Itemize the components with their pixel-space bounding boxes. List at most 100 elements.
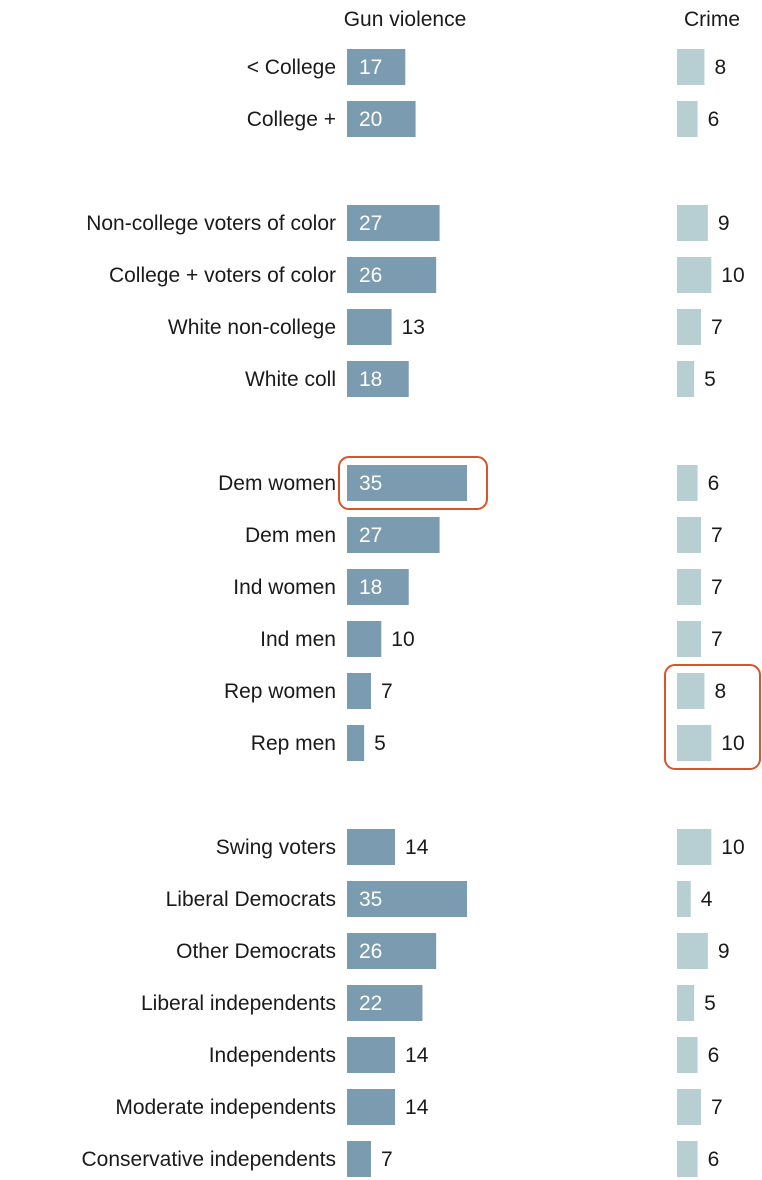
gun-violence-value-swing-voters: 14 <box>405 836 429 859</box>
crime-bar-college <box>677 49 705 85</box>
row-label-other-democrats: Other Democrats <box>176 940 336 963</box>
gun-violence-bar-liberal-independents <box>347 985 423 1021</box>
crime-bar-dem-women <box>677 465 698 501</box>
gun-violence-value-ind-women: 18 <box>359 576 382 599</box>
crime-value-non-college-voters-of-color: 9 <box>718 212 730 235</box>
crime-value-ind-women: 7 <box>711 576 723 599</box>
crime-bar-moderate-independents <box>677 1089 702 1125</box>
gun-violence-value-college: 20 <box>359 108 382 131</box>
crime-bar-ind-men <box>677 621 702 657</box>
crime-value-college-voters-of-color: 10 <box>721 264 744 287</box>
column-header-gun-violence: Gun violence <box>344 8 467 31</box>
row-label-college: < College <box>247 56 336 79</box>
crime-bar-college <box>677 101 698 137</box>
row-label-conservative-independents: Conservative independents <box>81 1148 336 1171</box>
crime-value-college: 6 <box>708 108 720 131</box>
row-label-rep-women: Rep women <box>224 680 336 703</box>
row-label-independents: Independents <box>209 1044 336 1067</box>
highlight-box-crime-rep-women-rep-men <box>664 664 761 770</box>
row-label-moderate-independents: Moderate independents <box>115 1096 336 1119</box>
row-label-white-non-college: White non-college <box>168 316 336 339</box>
crime-bar-rep-men <box>677 725 712 761</box>
gun-violence-bar-ind-women <box>347 569 409 605</box>
gun-violence-bar-moderate-independents <box>347 1089 396 1125</box>
gun-violence-value-dem-men: 27 <box>359 524 382 547</box>
crime-value-ind-men: 7 <box>711 628 723 651</box>
crime-bar-college-voters-of-color <box>677 257 712 293</box>
row-label-ind-men: Ind men <box>260 628 336 651</box>
row-label-rep-men: Rep men <box>251 732 336 755</box>
crime-value-dem-men: 7 <box>711 524 723 547</box>
crime-bar-non-college-voters-of-color <box>677 205 708 241</box>
row-label-liberal-independents: Liberal independents <box>141 992 336 1015</box>
gun-violence-bar-white-non-college <box>347 309 392 345</box>
row-label-college-voters-of-color: College + voters of color <box>109 264 336 287</box>
crime-value-college: 8 <box>714 56 726 79</box>
gun-violence-bar-swing-voters <box>347 829 396 865</box>
gun-violence-bar-college <box>347 101 416 137</box>
crime-bar-conservative-independents <box>677 1141 698 1177</box>
gun-violence-bar-white-coll <box>347 361 409 397</box>
crime-value-liberal-democrats: 4 <box>701 888 713 911</box>
row-label-ind-women: Ind women <box>233 576 336 599</box>
crime-bar-rep-women <box>677 673 705 709</box>
column-header-crime: Crime <box>684 8 740 31</box>
row-label-college: College + <box>247 108 336 131</box>
gun-violence-bar-independents <box>347 1037 396 1073</box>
chart-rows: < College 17 8 College + 20 6 Non-college vote… <box>81 49 745 1177</box>
crime-value-white-non-college: 7 <box>711 316 723 339</box>
row-label-liberal-democrats: Liberal Democrats <box>166 888 336 911</box>
gun-violence-value-rep-men: 5 <box>374 732 386 755</box>
crime-value-swing-voters: 10 <box>721 836 744 859</box>
crime-bar-liberal-democrats <box>677 881 691 917</box>
gun-violence-value-independents: 14 <box>405 1044 429 1067</box>
gun-violence-bar-college-voters-of-color <box>347 257 437 293</box>
gun-violence-bar-ind-men <box>347 621 382 657</box>
gun-violence-value-conservative-independents: 7 <box>381 1148 393 1171</box>
gun-violence-bar-rep-women <box>347 673 372 709</box>
crime-value-independents: 6 <box>708 1044 720 1067</box>
row-label-dem-men: Dem men <box>245 524 336 547</box>
highlight-boxes <box>338 456 761 770</box>
crime-value-rep-women: 8 <box>714 680 726 703</box>
row-label-dem-women: Dem women <box>218 472 336 495</box>
crime-bar-dem-men <box>677 517 702 553</box>
gun-violence-bar-conservative-independents <box>347 1141 372 1177</box>
row-label-white-coll: White coll <box>245 368 336 391</box>
gun-violence-value-liberal-independents: 22 <box>359 992 382 1015</box>
gun-violence-value-college: 17 <box>359 56 382 79</box>
gun-violence-bar-college <box>347 49 406 85</box>
crime-value-dem-women: 6 <box>708 472 720 495</box>
gun-violence-bar-dem-men <box>347 517 440 553</box>
crime-bar-ind-women <box>677 569 702 605</box>
highlight-box-gun-violence-dem-women <box>338 456 488 510</box>
gun-violence-value-moderate-independents: 14 <box>405 1096 429 1119</box>
gun-violence-bar-rep-men <box>347 725 365 761</box>
crime-bar-liberal-independents <box>677 985 695 1021</box>
gun-violence-bar-other-democrats <box>347 933 437 969</box>
gun-violence-value-white-non-college: 13 <box>402 316 425 339</box>
crime-bar-white-coll <box>677 361 695 397</box>
crime-value-moderate-independents: 7 <box>711 1096 723 1119</box>
gun-violence-value-ind-men: 10 <box>391 628 414 651</box>
gun-violence-bar-liberal-democrats <box>347 881 468 917</box>
crime-value-rep-men: 10 <box>721 732 744 755</box>
gun-violence-bar-non-college-voters-of-color <box>347 205 440 241</box>
crime-value-conservative-independents: 6 <box>708 1148 720 1171</box>
crime-value-white-coll: 5 <box>704 368 716 391</box>
gun-violence-bar-dem-women <box>347 465 468 501</box>
crime-bar-white-non-college <box>677 309 702 345</box>
gun-violence-value-non-college-voters-of-color: 27 <box>359 212 382 235</box>
gun-violence-value-college-voters-of-color: 26 <box>359 264 382 287</box>
gun-violence-value-rep-women: 7 <box>381 680 393 703</box>
crime-value-liberal-independents: 5 <box>704 992 716 1015</box>
row-label-swing-voters: Swing voters <box>216 836 336 859</box>
gun-violence-value-liberal-democrats: 35 <box>359 888 382 911</box>
crime-value-other-democrats: 9 <box>718 940 730 963</box>
gun-violence-value-white-coll: 18 <box>359 368 382 391</box>
crime-bar-swing-voters <box>677 829 712 865</box>
crime-bar-independents <box>677 1037 698 1073</box>
row-label-non-college-voters-of-color: Non-college voters of color <box>86 212 336 235</box>
gun-violence-value-dem-women: 35 <box>359 472 382 495</box>
